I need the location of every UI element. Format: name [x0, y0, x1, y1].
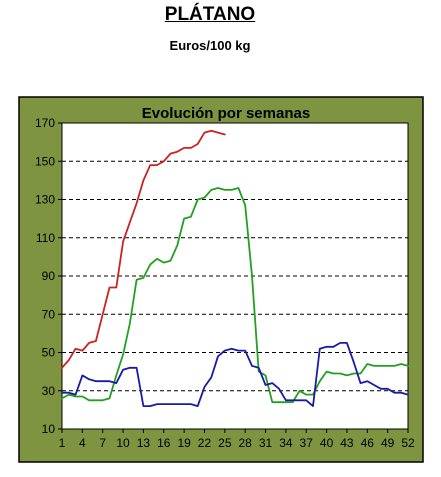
x-tick-label: 16 — [157, 436, 171, 450]
chart-title: Evolución por semanas — [142, 105, 310, 122]
y-tick-label: 150 — [35, 154, 55, 168]
series-line-3 — [61, 341, 409, 408]
x-tick-label: 46 — [361, 436, 375, 450]
x-tick-label: 25 — [218, 436, 232, 450]
x-tick-label: 52 — [401, 436, 415, 450]
x-tick-label: 4 — [79, 436, 86, 450]
x-tick-label: 19 — [177, 436, 191, 450]
page-title: PLÁTANO — [164, 4, 256, 25]
y-tick-label: 50 — [42, 346, 56, 360]
y-tick-label: 10 — [42, 422, 56, 436]
y-tick-label: 170 — [35, 116, 55, 130]
x-tick-label: 34 — [279, 436, 293, 450]
y-tick-label: 70 — [42, 307, 56, 321]
y-tick-label: 130 — [35, 193, 55, 207]
y-tick-label: 30 — [42, 384, 56, 398]
x-tick-label: 13 — [137, 436, 151, 450]
x-tick-label: 7 — [99, 436, 106, 450]
x-tick-label: 28 — [238, 436, 252, 450]
x-tick-label: 10 — [116, 436, 130, 450]
y-tick-label: 110 — [36, 231, 55, 245]
series-line-1 — [61, 129, 226, 369]
series-line-2 — [61, 187, 409, 404]
x-tick-label: 37 — [300, 436, 314, 450]
x-tick-label: 43 — [340, 436, 354, 450]
x-tick-label: 49 — [381, 436, 395, 450]
x-tick-label: 1 — [59, 436, 66, 450]
x-tick-label: 22 — [198, 436, 212, 450]
y-tick-label: 90 — [42, 269, 56, 283]
x-tick-label: 40 — [320, 436, 334, 450]
page-subtitle: Euros/100 kg — [169, 38, 251, 53]
x-tick-label: 31 — [259, 436, 273, 450]
